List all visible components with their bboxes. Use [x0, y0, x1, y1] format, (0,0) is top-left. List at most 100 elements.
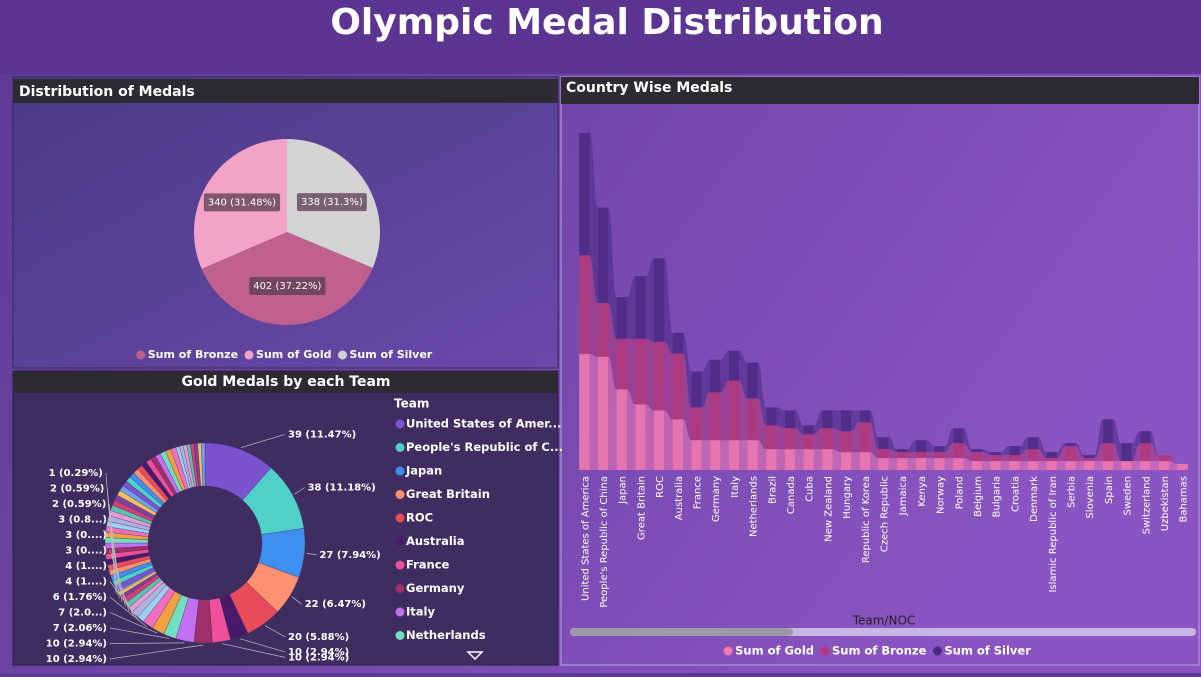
ribbon [888, 458, 898, 470]
ribbon [851, 452, 860, 470]
ribbon-column [1027, 461, 1039, 470]
ribbon-column [1102, 443, 1114, 462]
ribbon-column [934, 446, 945, 453]
ribbon-column [616, 338, 627, 390]
ribbon-column [691, 371, 702, 408]
ribbon [1000, 461, 1010, 470]
ribbon-column [1102, 419, 1114, 444]
ribbon [701, 392, 711, 441]
ribbon-column [1046, 458, 1057, 462]
x-tick-label: Uzbekistan [1160, 476, 1171, 531]
ribbon-column [990, 452, 1001, 456]
ribbon [608, 356, 617, 470]
ribbon-column [1177, 464, 1188, 470]
ribbon-column [1065, 446, 1076, 462]
x-tick-label: Switzerland [1141, 476, 1152, 534]
legend-label: Sum of Silver [349, 348, 432, 361]
ribbon [1019, 437, 1028, 456]
data-label: 39 (11.47%) [288, 429, 356, 440]
x-tick-label: Great Britain [636, 476, 647, 540]
ribbon-column [1102, 461, 1114, 470]
ribbon-column [635, 338, 646, 405]
leader-line [109, 612, 158, 634]
x-tick-label: Jamaica [898, 476, 909, 516]
ribbon-column [1084, 461, 1095, 470]
legend-marker [395, 513, 405, 523]
ribbon [813, 449, 823, 470]
ribbon [963, 458, 972, 470]
ribbon [1113, 461, 1122, 470]
legend-marker [395, 443, 405, 452]
ribbon-column [803, 434, 814, 450]
ribbon [851, 422, 860, 453]
legend-marker [395, 607, 405, 617]
ribbon [813, 410, 823, 435]
legend-label: People's Republic of C... [406, 440, 563, 454]
ribbon-column [710, 440, 721, 470]
ribbon-column [1009, 461, 1020, 470]
legend-label: Sum of Gold [735, 644, 814, 658]
ribbon-column [859, 410, 870, 423]
data-label: 10 (2.94%) [46, 654, 107, 665]
ribbon-column [597, 302, 609, 357]
legend-marker [820, 646, 830, 656]
panel-title: Distribution of Medals [19, 84, 195, 100]
ribbon [626, 389, 636, 470]
legend-label: Great Britain [406, 487, 490, 501]
x-tick-label: Poland [954, 476, 965, 509]
x-tick-label: Netherlands [749, 476, 760, 537]
ribbon [869, 410, 879, 450]
x-tick-label: Croatia [1010, 476, 1021, 512]
ribbon [795, 428, 804, 450]
ribbon [963, 428, 972, 453]
scroll-arrow[interactable] [466, 651, 484, 661]
ribbon-column [1065, 443, 1076, 447]
legend-marker [395, 419, 405, 429]
ribbon [944, 458, 954, 470]
ribbon-column [822, 428, 833, 450]
ribbon-column [822, 449, 833, 470]
leader-line [105, 472, 117, 593]
legend-label: Sum of Gold [256, 348, 331, 361]
ribbon [720, 380, 729, 441]
leader-line [109, 644, 204, 660]
legend-marker [395, 631, 405, 640]
ribbon [1075, 446, 1085, 462]
x-tick-label: Denmark [1029, 476, 1040, 522]
legend-label: Germany [406, 581, 465, 595]
legend-marker [395, 560, 405, 570]
legend-marker [395, 466, 405, 476]
leader-line [294, 487, 305, 495]
ribbon [907, 458, 916, 470]
ribbon [1000, 446, 1010, 456]
x-tick-label: New Zealand [823, 476, 834, 542]
ribbon-column [1140, 443, 1151, 462]
data-label: 2 (0.59%) [52, 499, 106, 510]
data-label: 6 (1.76%) [53, 592, 107, 603]
x-tick-label: Serbia [1066, 476, 1077, 508]
data-label: 20 (5.88%) [288, 632, 349, 643]
data-label: 3 (0.8...) [58, 514, 107, 525]
title-band [0, 0, 1201, 74]
ribbon-column [840, 410, 852, 432]
ribbon [1056, 446, 1066, 462]
ribbon [739, 350, 748, 399]
x-tick-label: Germany [711, 476, 722, 522]
ribbon-column [953, 428, 964, 444]
legend-label: Sum of Silver [944, 644, 1031, 658]
ribbon [664, 341, 673, 420]
x-tick-label: Brazil [767, 476, 778, 504]
x-axis-title: Team/NOC [852, 614, 916, 628]
leader-line [306, 553, 317, 556]
ribbon-column [766, 407, 777, 426]
ribbon-column [616, 389, 627, 470]
ribbon-column [897, 452, 908, 459]
ribbon-column [878, 449, 889, 459]
ribbon [1075, 443, 1085, 459]
data-label: 3 (0....) [65, 545, 107, 556]
scrollbar-thumb[interactable] [570, 628, 793, 636]
ribbon [1113, 419, 1122, 462]
label-box [203, 193, 281, 212]
ribbon-column [990, 461, 1001, 470]
ribbon [1094, 419, 1103, 459]
